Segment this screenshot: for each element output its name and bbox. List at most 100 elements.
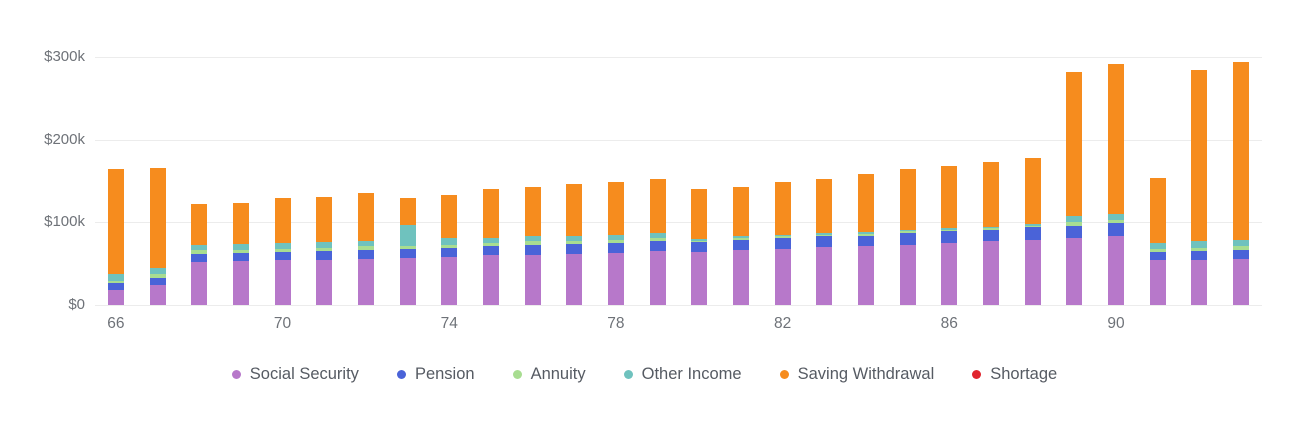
bar-segment-social-security[interactable] bbox=[107, 290, 124, 305]
stacked-bar-age-75[interactable] bbox=[482, 189, 499, 305]
bar-segment-pension[interactable] bbox=[441, 247, 458, 258]
bar-segment-social-security[interactable] bbox=[899, 244, 916, 305]
stacked-bar-age-69[interactable] bbox=[232, 202, 249, 305]
bar-segment-saving-withdrawal[interactable] bbox=[982, 162, 999, 227]
bar-segment-annuity[interactable] bbox=[1066, 222, 1083, 226]
bar-segment-other-income[interactable] bbox=[191, 244, 208, 251]
bar-segment-pension[interactable] bbox=[232, 252, 249, 262]
bar-segment-other-income[interactable] bbox=[107, 274, 124, 282]
bar-segment-saving-withdrawal[interactable] bbox=[1024, 157, 1041, 225]
bar-segment-pension[interactable] bbox=[482, 246, 499, 256]
bar-segment-other-income[interactable] bbox=[899, 229, 916, 232]
bar-segment-pension[interactable] bbox=[607, 243, 624, 253]
bar-segment-annuity[interactable] bbox=[607, 239, 624, 244]
bar-segment-saving-withdrawal[interactable] bbox=[816, 178, 833, 234]
bar-segment-social-security[interactable] bbox=[1107, 236, 1124, 305]
bar-segment-other-income[interactable] bbox=[524, 236, 541, 242]
stacked-bar-age-89[interactable] bbox=[1066, 71, 1083, 305]
bar-segment-annuity[interactable] bbox=[899, 231, 916, 234]
bar-segment-saving-withdrawal[interactable] bbox=[774, 181, 791, 235]
bar-segment-annuity[interactable] bbox=[649, 238, 666, 242]
bar-segment-social-security[interactable] bbox=[274, 260, 291, 305]
bar-segment-annuity[interactable] bbox=[524, 241, 541, 245]
bar-segment-other-income[interactable] bbox=[607, 234, 624, 240]
bar-segment-other-income[interactable] bbox=[149, 267, 166, 275]
stacked-bar-age-72[interactable] bbox=[357, 193, 374, 305]
bar-segment-pension[interactable] bbox=[399, 248, 416, 258]
bar-segment-pension[interactable] bbox=[1066, 225, 1083, 239]
bar-segment-other-income[interactable] bbox=[732, 236, 749, 239]
stacked-bar-age-73[interactable] bbox=[399, 198, 416, 305]
bar-segment-other-income[interactable] bbox=[982, 226, 999, 229]
stacked-bar-age-80[interactable] bbox=[691, 189, 708, 305]
bar-segment-annuity[interactable] bbox=[191, 250, 208, 254]
bar-segment-saving-withdrawal[interactable] bbox=[482, 189, 499, 239]
bar-segment-other-income[interactable] bbox=[1107, 214, 1124, 220]
bar-segment-annuity[interactable] bbox=[1024, 225, 1041, 228]
bar-segment-saving-withdrawal[interactable] bbox=[441, 195, 458, 239]
bar-segment-annuity[interactable] bbox=[107, 281, 124, 283]
bar-segment-annuity[interactable] bbox=[274, 248, 291, 253]
bar-segment-other-income[interactable] bbox=[816, 233, 833, 235]
stacked-bar-age-82[interactable] bbox=[774, 181, 791, 305]
bar-segment-pension[interactable] bbox=[107, 282, 124, 291]
bar-segment-social-security[interactable] bbox=[357, 258, 374, 305]
stacked-bar-age-84[interactable] bbox=[857, 174, 874, 305]
bar-segment-pension[interactable] bbox=[816, 236, 833, 248]
bar-segment-social-security[interactable] bbox=[566, 253, 583, 305]
bar-segment-saving-withdrawal[interactable] bbox=[1107, 64, 1124, 215]
bar-segment-saving-withdrawal[interactable] bbox=[691, 189, 708, 239]
bar-segment-annuity[interactable] bbox=[357, 246, 374, 250]
bar-segment-other-income[interactable] bbox=[566, 235, 583, 241]
stacked-bar-age-81[interactable] bbox=[732, 186, 749, 305]
stacked-bar-age-90[interactable] bbox=[1107, 64, 1124, 305]
bar-segment-social-security[interactable] bbox=[691, 252, 708, 305]
stacked-bar-age-70[interactable] bbox=[274, 198, 291, 305]
legend-item-pension[interactable]: Pension bbox=[396, 365, 475, 384]
bar-segment-saving-withdrawal[interactable] bbox=[191, 204, 208, 245]
bar-segment-social-security[interactable] bbox=[607, 252, 624, 305]
bar-segment-annuity[interactable] bbox=[857, 233, 874, 236]
stacked-bar-age-74[interactable] bbox=[441, 195, 458, 305]
bar-segment-annuity[interactable] bbox=[941, 229, 958, 232]
bar-segment-saving-withdrawal[interactable] bbox=[607, 181, 624, 235]
bar-segment-saving-withdrawal[interactable] bbox=[357, 193, 374, 241]
bar-segment-annuity[interactable] bbox=[1107, 219, 1124, 224]
bar-segment-pension[interactable] bbox=[982, 229, 999, 242]
bar-segment-saving-withdrawal[interactable] bbox=[857, 174, 874, 233]
bar-segment-other-income[interactable] bbox=[274, 243, 291, 249]
bar-segment-pension[interactable] bbox=[857, 235, 874, 247]
legend-item-annuity[interactable]: Annuity bbox=[512, 365, 586, 384]
bar-segment-pension[interactable] bbox=[357, 249, 374, 259]
bar-segment-other-income[interactable] bbox=[1149, 243, 1166, 249]
bar-segment-social-security[interactable] bbox=[816, 247, 833, 305]
bar-segment-social-security[interactable] bbox=[441, 257, 458, 305]
bar-segment-other-income[interactable] bbox=[316, 242, 333, 248]
bar-segment-social-security[interactable] bbox=[316, 259, 333, 305]
bar-segment-pension[interactable] bbox=[774, 238, 791, 249]
bar-segment-social-security[interactable] bbox=[1149, 260, 1166, 305]
bar-segment-saving-withdrawal[interactable] bbox=[732, 186, 749, 237]
bar-segment-pension[interactable] bbox=[149, 277, 166, 286]
bar-segment-saving-withdrawal[interactable] bbox=[316, 196, 333, 243]
bar-segment-pension[interactable] bbox=[732, 239, 749, 251]
bar-segment-social-security[interactable] bbox=[482, 255, 499, 305]
bar-segment-pension[interactable] bbox=[691, 242, 708, 253]
bar-segment-annuity[interactable] bbox=[1149, 248, 1166, 253]
bar-segment-annuity[interactable] bbox=[732, 238, 749, 240]
stacked-bar-age-76[interactable] bbox=[524, 186, 541, 305]
bar-segment-annuity[interactable] bbox=[982, 228, 999, 230]
stacked-bar-age-85[interactable] bbox=[899, 169, 916, 305]
bar-segment-saving-withdrawal[interactable] bbox=[524, 186, 541, 237]
stacked-bar-age-93[interactable] bbox=[1232, 62, 1249, 305]
stacked-bar-age-77[interactable] bbox=[566, 184, 583, 305]
bar-segment-other-income[interactable] bbox=[482, 238, 499, 244]
stacked-bar-age-88[interactable] bbox=[1024, 157, 1041, 305]
bar-segment-annuity[interactable] bbox=[774, 236, 791, 239]
bar-segment-pension[interactable] bbox=[1107, 223, 1124, 237]
bar-segment-social-security[interactable] bbox=[1066, 238, 1083, 305]
stacked-bar-age-67[interactable] bbox=[149, 167, 166, 305]
bar-segment-pension[interactable] bbox=[566, 243, 583, 254]
bar-segment-other-income[interactable] bbox=[399, 224, 416, 246]
bar-segment-social-security[interactable] bbox=[191, 262, 208, 305]
